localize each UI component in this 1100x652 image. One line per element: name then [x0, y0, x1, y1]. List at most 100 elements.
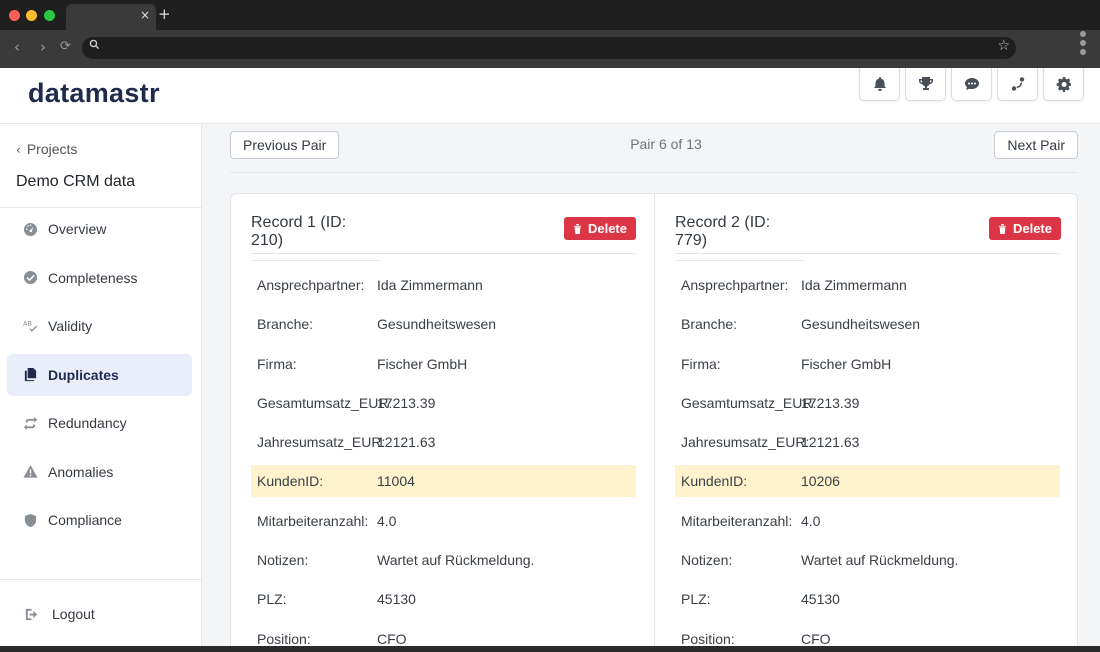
trash-icon	[998, 223, 1007, 234]
field-row-ansprechpartner: Ansprechpartner: Ida Zimmermann	[675, 269, 1060, 301]
sidebar-item-completeness[interactable]: Completeness	[7, 257, 192, 299]
new-tab-button[interactable]: +	[158, 5, 171, 23]
bookmark-star-icon[interactable]: ☆	[997, 38, 1010, 54]
header-icon-group	[859, 68, 1084, 101]
field-row-kundenid: KundenID: 10206	[675, 465, 1060, 498]
gauge-icon	[22, 221, 38, 237]
achievements-button[interactable]	[905, 68, 946, 101]
field-row-mitarbeiteranzahl: Mitarbeiteranzahl: 4.0	[251, 505, 636, 537]
field-key: Mitarbeiteranzahl:	[681, 512, 793, 529]
field-row-firma: Firma: Fischer GmbH	[675, 348, 1060, 380]
field-key: Notizen:	[681, 552, 733, 569]
sidebar-item-redundancy[interactable]: Redundancy	[7, 402, 192, 444]
field-key: Gesamtumsatz_EUR:	[681, 394, 817, 411]
field-value: Gesundheitswesen	[377, 316, 497, 333]
field-value: 4.0	[801, 512, 821, 529]
sidebar-item-validity[interactable]: AB Validity	[7, 305, 192, 347]
field-row-jahresumsatz: Jahresumsatz_EUR: 12121.63	[675, 426, 1060, 458]
sidebar-item-label: Compliance	[48, 512, 122, 528]
field-key: Gesamtumsatz_EUR:	[257, 394, 393, 411]
field-value: 45130	[801, 591, 840, 608]
field-key: Firma:	[681, 355, 721, 372]
sidebar-item-label: Redundancy	[48, 415, 127, 431]
field-key: PLZ:	[257, 591, 287, 608]
field-row-branche: Branche: Gesundheitswesen	[251, 308, 636, 340]
field-value: 17213.39	[801, 394, 860, 411]
field-value: 45130	[377, 591, 416, 608]
record-fields: Ansprechpartner: Ida Zimmermann Branche: G…	[251, 269, 636, 652]
notifications-button[interactable]	[859, 68, 900, 101]
browser-navbar: ‹ › ⟳ ☆	[0, 30, 1100, 68]
forward-arrow-icon[interactable]: ›	[40, 38, 46, 56]
delete-record-1-button[interactable]: Delete	[563, 217, 636, 240]
logo[interactable]: datamastr	[28, 78, 160, 108]
sidebar-item-compliance[interactable]: Compliance	[7, 499, 192, 541]
projects-back-label: Projects	[26, 141, 78, 157]
warning-icon	[22, 464, 38, 480]
delete-label: Delete	[587, 221, 627, 236]
record-header-divider	[251, 253, 636, 254]
field-row-gesamtumsatz: Gesamtumsatz_EUR: 17213.39	[251, 387, 636, 419]
window-minimize-button[interactable]	[26, 10, 37, 21]
field-value: 4.0	[377, 512, 397, 529]
check-circle-icon	[22, 270, 38, 286]
main-divider	[230, 172, 1078, 173]
pair-counter: Pair 6 of 13	[630, 136, 702, 152]
chevron-left-icon: ‹	[16, 143, 21, 157]
field-key: Ansprechpartner:	[257, 277, 365, 293]
field-key: Firma:	[257, 355, 297, 372]
field-row-position: Position: CFO	[675, 623, 1060, 652]
back-arrow-icon[interactable]: ‹	[14, 38, 20, 56]
gear-icon	[1056, 77, 1071, 92]
field-value: Ida Zimmermann	[377, 277, 483, 293]
window-bottom-edge	[0, 646, 1100, 652]
record-title: Record 2 (ID: 779)	[675, 214, 805, 261]
field-value: Wartet auf Rückmeldung.	[377, 552, 535, 569]
messages-button[interactable]	[951, 68, 992, 101]
browser-menu-icon[interactable]	[1080, 31, 1086, 58]
sidebar-nav: Overview Completeness AB Validity Duplic…	[7, 208, 192, 548]
previous-pair-button[interactable]: Previous Pair	[230, 131, 340, 159]
sidebar-item-label: Completeness	[48, 269, 138, 286]
field-row-plz: PLZ: 45130	[251, 583, 636, 615]
window-maximize-button[interactable]	[44, 10, 55, 21]
tab-strip: × +	[0, 0, 1100, 30]
field-value: Gesundheitswesen	[801, 316, 921, 333]
sidebar-divider	[0, 579, 201, 580]
field-row-position: Position: CFO	[251, 623, 636, 652]
field-value: Fischer GmbH	[377, 355, 468, 372]
copy-icon	[22, 367, 38, 383]
window-close-button[interactable]	[9, 10, 20, 21]
field-key: Notizen:	[257, 552, 309, 569]
field-row-firma: Firma: Fischer GmbH	[251, 348, 636, 380]
browser-tab[interactable]: ×	[66, 4, 156, 30]
sidebar-item-anomalies[interactable]: Anomalies	[7, 451, 192, 493]
field-key: KundenID:	[257, 473, 324, 490]
field-value: Wartet auf Rückmeldung.	[801, 552, 959, 569]
sidebar-item-duplicates[interactable]: Duplicates	[7, 353, 192, 396]
svg-text:AB: AB	[23, 319, 32, 327]
shield-icon	[22, 512, 38, 528]
field-row-gesamtumsatz: Gesamtumsatz_EUR: 17213.39	[675, 387, 1060, 419]
logout-icon	[25, 608, 38, 620]
projects-back-link[interactable]: ‹ Projects	[16, 141, 77, 157]
address-bar[interactable]: ☆	[82, 37, 1016, 59]
next-pair-button[interactable]: Next Pair	[994, 131, 1078, 159]
field-row-branche: Branche: Gesundheitswesen	[675, 308, 1060, 340]
field-value: Ida Zimmermann	[801, 277, 907, 293]
repeat-icon	[22, 415, 38, 431]
trash-icon	[573, 223, 582, 234]
settings-button[interactable]	[1043, 68, 1084, 101]
field-row-plz: PLZ: 45130	[675, 583, 1060, 615]
delete-record-2-button[interactable]: Delete	[988, 217, 1061, 240]
tab-close-icon[interactable]: ×	[139, 8, 150, 22]
duplicate-pair-card: Record 1 (ID: 210) Delete Ansprechpartne…	[230, 193, 1078, 652]
sidebar-item-label: Overview	[48, 221, 107, 237]
sidebar-item-overview[interactable]: Overview	[7, 208, 192, 250]
workflow-button[interactable]	[997, 68, 1038, 101]
field-key: Position:	[257, 630, 311, 647]
logout-button[interactable]: Logout	[24, 606, 95, 622]
field-value: 17213.39	[377, 394, 436, 411]
reload-icon[interactable]: ⟳	[60, 39, 71, 54]
search-icon	[89, 39, 100, 53]
